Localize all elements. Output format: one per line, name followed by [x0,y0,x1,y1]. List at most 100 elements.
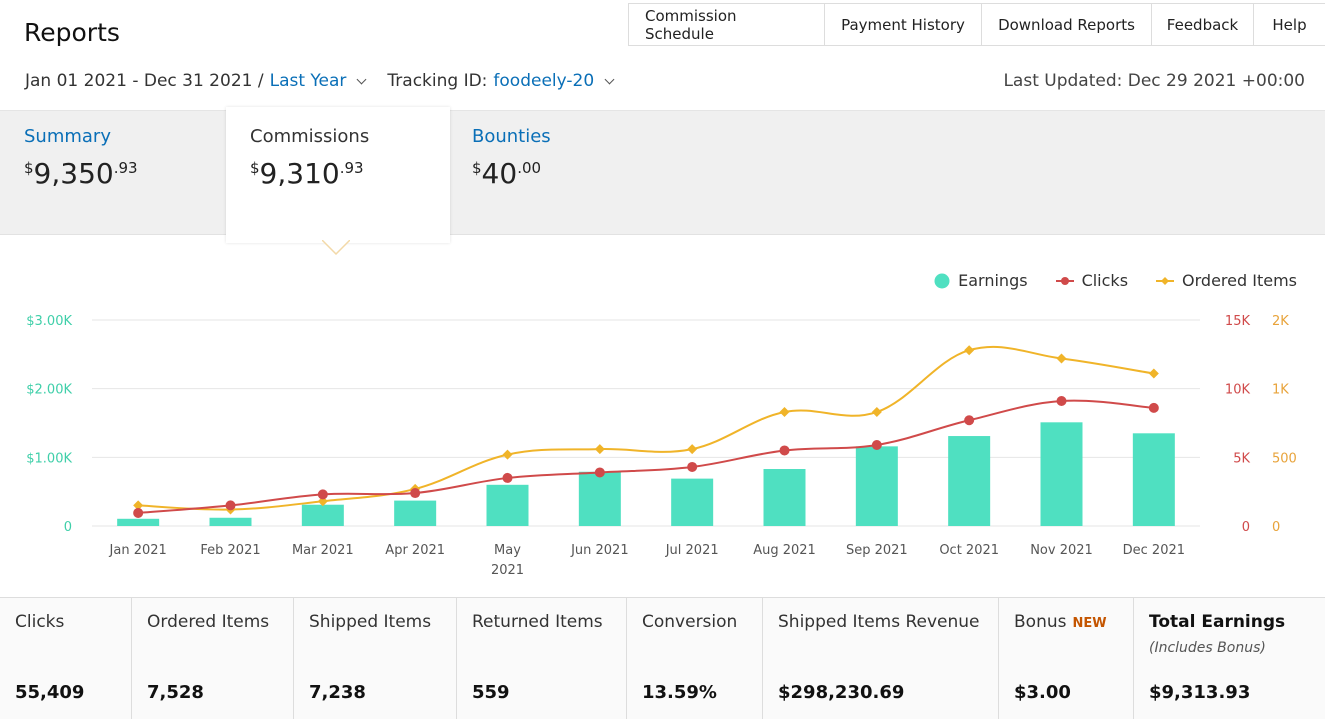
stat-label: Conversion [642,612,738,632]
stat-label: Returned Items [472,612,603,632]
stat-ordered-items: Ordered Items 7,528 [132,598,294,719]
tracking-id-dropdown[interactable]: foodeely-20 [493,71,595,91]
report-filters: Jan 01 2021 - Dec 31 2021 / Last Year Tr… [25,71,625,91]
summary-amount: $9,350.93 [24,157,138,190]
legend-clicks[interactable]: Clicks [1055,271,1129,290]
stat-label: Total Earnings [1149,612,1286,632]
summary-band: Summary $9,350.93 Commissions $9,310.93 … [0,107,1325,243]
tab-help[interactable]: Help [1253,4,1325,46]
x-axis-tick-label: Jun 2021 [570,543,629,558]
ordered-items-point [964,345,975,356]
chart-legend: Earnings Clicks Ordered Items [934,271,1297,290]
stats-bar: Clicks 55,409 Ordered Items 7,528 Shippe… [0,597,1325,719]
x-axis-tick-label: Sep 2021 [846,543,908,558]
tab-commission-schedule[interactable]: Commission Schedule [628,4,824,46]
clicks-point [225,500,236,511]
earnings-bar [1132,433,1175,526]
earnings-bar [486,484,529,526]
earnings-chart: Earnings Clicks Ordered Items 0 $1.00K $2.… [0,236,1325,596]
chevron-down-icon[interactable] [356,74,367,84]
clicks-point [133,507,144,518]
legend-ordered-items-swatch-icon [1156,276,1175,285]
y-axis-left-tick-label: $1.00K [26,451,72,466]
new-badge: NEW [1072,616,1107,631]
chevron-down-icon[interactable] [604,74,615,84]
legend-earnings[interactable]: Earnings [934,271,1028,290]
tracking-id-label: Tracking ID: [387,71,488,91]
y-axis-left-tick-label: $2.00K [26,383,72,398]
y-axis-left-tick-label: $3.00K [26,314,72,329]
legend-ordered-items[interactable]: Ordered Items [1156,271,1297,290]
clicks-point [594,467,605,478]
x-axis-tick-label: Oct 2021 [939,543,999,558]
clicks-point [687,461,698,472]
clicks-point [502,472,513,483]
earnings-bar [578,471,621,526]
stat-label: Shipped Items Revenue [778,612,980,632]
y-axis-right-clicks-tick-label: 0 [1242,520,1250,535]
clicks-line [138,399,1154,514]
stat-sublabel: (Includes Bonus) [1149,640,1266,656]
y-axis-left-tick-label: 0 [64,520,72,535]
stat-value: 13.59% [642,682,717,703]
y-axis-right-items-tick-label: 2K [1272,314,1289,329]
commissions-label: Commissions [250,126,370,147]
stat-value: $3.00 [1014,682,1071,703]
ordered-items-point [133,500,144,511]
stat-label: Shipped Items [309,612,432,632]
ordered-items-point [687,444,698,455]
ordered-items-point [502,449,513,460]
earnings-bar [671,478,714,526]
stat-value: 559 [472,682,510,703]
y-axis-right-items-tick-label: 500 [1272,451,1297,466]
earnings-bar [763,469,806,526]
tab-download-reports[interactable]: Download Reports [981,4,1151,46]
last-updated-text: Last Updated: Dec 29 2021 +00:00 [1003,71,1305,91]
earnings-bar [1040,422,1083,526]
x-axis-tick-label: Feb 2021 [200,543,260,558]
x-axis-tick-label: Apr 2021 [385,543,445,558]
period-dropdown[interactable]: Last Year [269,71,347,91]
x-axis-tick-label: May [494,543,521,558]
ordered-items-point [594,444,605,455]
stat-value: 7,238 [309,682,366,703]
x-axis-tick-label: Dec 2021 [1123,543,1185,558]
stat-label: Ordered Items [147,612,270,632]
x-axis-tick-label: 2021 [491,563,524,578]
stat-clicks: Clicks 55,409 [0,598,132,719]
legend-clicks-label: Clicks [1081,271,1129,290]
legend-earnings-swatch-icon [934,273,950,288]
commissions-amount: $9,310.93 [250,157,364,190]
ordered-items-point [871,407,882,418]
ordered-items-line [138,345,1154,511]
x-axis-tick-label: Jul 2021 [665,543,719,558]
y-axis-right-items-tick-label: 0 [1272,520,1280,535]
stat-total-earnings: Total Earnings (Includes Bonus) $9,313.9… [1134,598,1325,719]
ordered-items-point [779,407,790,418]
clicks-point [410,488,421,499]
summary-tab[interactable]: Summary $9,350.93 [0,111,138,236]
legend-earnings-label: Earnings [958,271,1028,290]
active-tab-pointer-icon [322,240,350,256]
commissions-tab[interactable]: Commissions $9,310.93 [226,107,450,243]
stat-value: 55,409 [15,682,85,703]
y-axis-right-clicks-tick-label: 5K [1233,451,1250,466]
earnings-bar [117,518,160,526]
stat-bonus: Bonus NEW $3.00 [999,598,1134,719]
stat-value: 7,528 [147,682,204,703]
earnings-bar [301,504,344,526]
tab-payment-history[interactable]: Payment History [824,4,981,46]
ordered-items-point [317,496,328,507]
bounties-tab[interactable]: Bounties $40.00 [448,111,551,236]
clicks-point [779,445,790,456]
earnings-bar [394,500,437,526]
stat-returned-items: Returned Items 559 [457,598,627,719]
clicks-point [1148,402,1159,413]
x-axis-tick-label: Aug 2021 [753,543,816,558]
x-axis-tick-label: Mar 2021 [292,543,354,558]
tab-feedback[interactable]: Feedback [1151,4,1253,46]
earnings-bar [855,446,898,526]
bounties-amount: $40.00 [472,157,542,190]
summary-label: Summary [24,126,111,147]
y-axis-right-clicks-tick-label: 10K [1225,383,1251,398]
